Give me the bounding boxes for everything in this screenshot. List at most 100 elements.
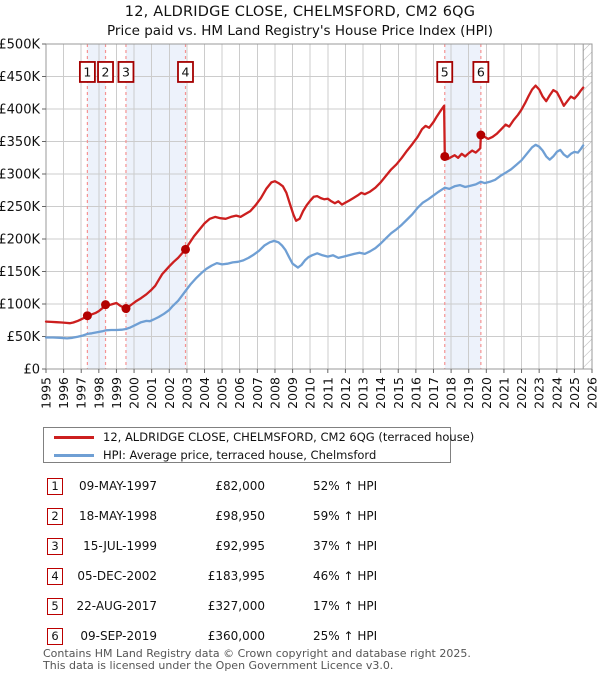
sale-marker-number: 6 <box>477 64 485 79</box>
sale-marker-number: 3 <box>122 64 130 79</box>
sale-marker-number: 1 <box>83 64 91 79</box>
x-axis-label: 1996 <box>56 377 71 409</box>
sale-vs-hpi: 52% ↑ HPI <box>313 479 378 493</box>
x-axis-label: 2024 <box>549 377 564 409</box>
sale-vs-hpi: 46% ↑ HPI <box>313 569 378 583</box>
x-axis-label: 2022 <box>514 377 529 409</box>
sale-date: 22-AUG-2017 <box>76 599 158 613</box>
price-history-chart: £0 £50K £100K £150K £200K £250K £300K £350K £400… <box>0 38 600 409</box>
x-axis-label: 2016 <box>408 377 423 409</box>
sale-marker-box <box>78 61 96 83</box>
x-axis-label: 2007 <box>250 377 265 409</box>
hpi-series-line <box>44 143 585 340</box>
y-axis-label: £200K <box>0 233 40 248</box>
sale-number-badge: 4 <box>47 568 63 585</box>
sale-marker-box <box>177 61 194 83</box>
sale-marker-box <box>472 61 490 83</box>
sale-marker-number: 5 <box>441 64 449 79</box>
y-axis-label: £300K <box>0 168 40 183</box>
x-axis-label: 2009 <box>285 377 300 409</box>
x-axis-label: 2000 <box>127 377 142 409</box>
x-axis-label: 2019 <box>461 377 476 409</box>
sale-row-4: 4 05-DEC-2002 £183,995 46% ↑ HPI <box>0 568 600 588</box>
sale-date: 15-JUL-1999 <box>83 539 157 553</box>
x-axis-label: 2004 <box>197 377 212 409</box>
x-axis-label: 1997 <box>74 377 89 409</box>
sale-number-badge: 1 <box>47 478 63 495</box>
sale-price: £327,000 <box>207 599 265 613</box>
legend-item-price-paid: 12, ALDRIDGE CLOSE, CHELMSFORD, CM2 6QG … <box>44 428 474 446</box>
x-axis-label: 2001 <box>144 377 159 409</box>
sale-row-6: 6 09-SEP-2019 £360,000 25% ↑ HPI <box>0 628 600 648</box>
legend-item-hpi: HPI: Average price, terraced house, Chel… <box>44 446 450 464</box>
x-axis-label: 2013 <box>356 377 371 409</box>
sale-date: 18-MAY-1998 <box>78 509 157 523</box>
x-axis-label: 2025 <box>567 377 582 409</box>
sale-price: £92,995 <box>215 539 265 553</box>
x-axis-label: 2018 <box>444 377 459 409</box>
sale-row-5: 5 22-AUG-2017 £327,000 17% ↑ HPI <box>0 598 600 618</box>
sale-number-badge: 2 <box>47 508 63 525</box>
legend-label: 12, ALDRIDGE CLOSE, CHELMSFORD, CM2 6QG … <box>103 430 475 444</box>
x-axis-label: 2020 <box>479 377 494 409</box>
x-axis-label: 2005 <box>215 377 230 409</box>
x-axis-label: 2012 <box>338 377 353 409</box>
price-paid-series-line <box>44 84 585 325</box>
x-axis-label: 1999 <box>109 377 124 409</box>
page-title: 12, ALDRIDGE CLOSE, CHELMSFORD, CM2 6QG <box>124 4 476 20</box>
sale-number-badge: 3 <box>47 538 63 555</box>
footer-line-2: This data is licensed under the Open Gov… <box>43 659 394 672</box>
x-axis-label: 2026 <box>585 377 600 409</box>
y-axis-label: £250K <box>0 200 40 215</box>
sale-price: £98,950 <box>215 509 265 523</box>
sale-vs-hpi: 25% ↑ HPI <box>313 629 378 643</box>
y-axis-label: £500K <box>0 38 40 53</box>
y-axis-label: £450K <box>0 70 40 85</box>
x-axis-label: 2023 <box>532 377 547 409</box>
sale-point-dot <box>121 304 131 314</box>
sale-price: £360,000 <box>207 629 265 643</box>
license-footer: Contains HM Land Registry data © Crown c… <box>43 648 471 672</box>
x-axis-label: 2021 <box>496 377 511 409</box>
sale-point-dot <box>440 151 450 161</box>
page-subtitle: Price paid vs. HM Land Registry's House … <box>107 23 493 39</box>
x-axis-label: 2011 <box>320 377 335 409</box>
x-axis-label: 2002 <box>162 377 177 409</box>
sale-marker-number: 2 <box>102 64 110 79</box>
x-axis-label: 2014 <box>373 377 388 409</box>
y-axis-label: £400K <box>0 103 40 118</box>
sale-marker-box <box>436 61 454 83</box>
sale-price: £183,995 <box>207 569 265 583</box>
sale-marker-number: 4 <box>182 64 190 79</box>
sale-point-dot <box>82 311 92 321</box>
x-axis-label: 2010 <box>303 377 318 409</box>
x-axis-label: 2003 <box>179 377 194 409</box>
x-axis-label: 1995 <box>39 377 54 409</box>
sale-row-1: 1 09-MAY-1997 £82,000 52% ↑ HPI <box>0 478 600 498</box>
sale-date: 09-MAY-1997 <box>78 479 157 493</box>
sale-vs-hpi: 59% ↑ HPI <box>313 509 378 523</box>
sale-vs-hpi: 17% ↑ HPI <box>313 599 378 613</box>
y-axis-label: £150K <box>0 265 40 280</box>
sale-date: 05-DEC-2002 <box>77 569 157 583</box>
legend-label: HPI: Average price, terraced house, Chel… <box>103 448 377 462</box>
x-axis-label: 2015 <box>391 377 406 409</box>
price-paid-line-swatch <box>54 435 94 439</box>
y-axis-label: £0 <box>23 363 40 378</box>
sale-date: 09-SEP-2019 <box>80 629 157 643</box>
sale-point-dot <box>476 130 486 140</box>
sale-vs-hpi: 37% ↑ HPI <box>313 539 378 553</box>
x-axis-label: 2008 <box>267 377 282 409</box>
sale-marker-box <box>117 61 135 83</box>
x-axis-label: 1998 <box>91 377 106 409</box>
sale-point-dot <box>101 300 111 310</box>
sale-number-badge: 5 <box>47 598 63 615</box>
footer-line-1: Contains HM Land Registry data © Crown c… <box>43 647 471 660</box>
sale-number-badge: 6 <box>47 628 63 645</box>
chart-legend: 12, ALDRIDGE CLOSE, CHELMSFORD, CM2 6QG … <box>43 427 474 464</box>
y-axis-label: £100K <box>0 298 40 313</box>
y-axis-label: £50K <box>7 330 41 345</box>
y-axis-label: £350K <box>0 135 40 150</box>
sale-marker-box <box>97 61 114 83</box>
